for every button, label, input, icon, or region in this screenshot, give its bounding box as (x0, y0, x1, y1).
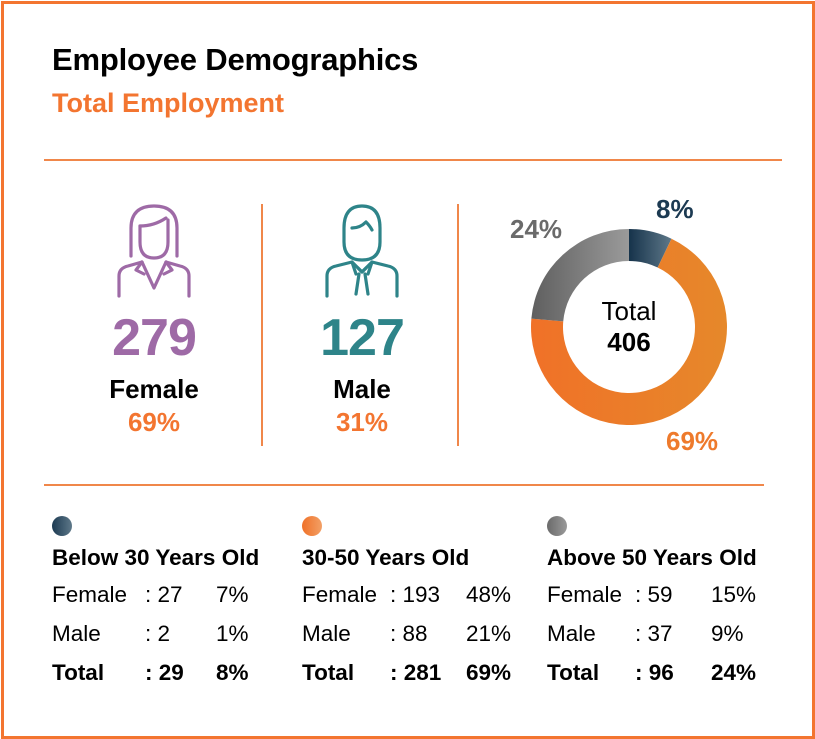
row-value: : 37 (635, 621, 673, 646)
row-percent: 48% (466, 582, 512, 607)
male-person-icon (325, 204, 399, 298)
row-value: : 88 (390, 621, 428, 646)
donut-label-below30: 8% (656, 194, 694, 224)
row-value: : 281 (390, 660, 442, 685)
row-label: Male (52, 621, 101, 646)
female-stat: 279 Female 69% (64, 198, 244, 438)
table-row-male: Male : 37 9% (547, 621, 757, 649)
age-group-title: Below 30 Years Old (52, 545, 260, 570)
age-group-title: Above 50 Years Old (547, 545, 757, 570)
male-stat: 127 Male 31% (272, 198, 452, 438)
legend-dot-30to50 (302, 516, 322, 536)
age-group-below30: Below 30 Years Old Female : 27 7% Male :… (52, 516, 259, 688)
female-label: Female (109, 374, 199, 404)
row-label: Male (302, 621, 351, 646)
donut-center-value: 406 (607, 327, 651, 357)
divider-vertical-1 (261, 204, 263, 446)
page-subtitle: Total Employment (52, 88, 285, 118)
donut-svg (531, 229, 727, 425)
divider-middle (44, 484, 764, 486)
table-row-total: Total : 96 24% (547, 660, 757, 688)
row-percent: 7% (216, 582, 249, 607)
table-row-total: Total : 281 69% (302, 660, 511, 688)
table-row-total: Total : 29 8% (52, 660, 259, 688)
row-percent: 8% (216, 660, 249, 685)
table-row-female: Female : 59 15% (547, 582, 757, 610)
row-percent: 24% (711, 660, 757, 685)
legend-dot-below30 (52, 516, 72, 536)
row-percent: 69% (466, 660, 512, 685)
row-value: : 96 (635, 660, 674, 685)
age-group-title: 30-50 Years Old (302, 545, 470, 570)
age-group-30to50: 30-50 Years Old Female : 193 48% Male : … (302, 516, 511, 688)
male-count: 127 (320, 309, 405, 367)
row-label: Female (302, 582, 378, 607)
page-title: Employee Demographics (52, 42, 419, 77)
donut-label-30to50: 69% (666, 426, 719, 456)
divider-vertical-2 (457, 204, 459, 446)
table-row-male: Male : 2 1% (52, 621, 259, 649)
row-value: : 59 (635, 582, 673, 607)
male-label: Male (333, 374, 391, 404)
row-percent: 21% (466, 621, 512, 646)
donut-slice-above50 (531, 229, 629, 322)
donut-center: Total 406 (569, 296, 689, 358)
row-value: : 193 (390, 582, 441, 607)
row-percent: 9% (711, 621, 744, 646)
row-value: : 27 (145, 582, 183, 607)
female-count: 279 (112, 309, 197, 367)
table-row-male: Male : 88 21% (302, 621, 511, 649)
row-value: : 29 (145, 660, 184, 685)
female-percent: 69% (127, 407, 181, 437)
donut-label-above50: 24% (510, 214, 563, 244)
row-label: Total (52, 660, 105, 685)
row-label: Female (547, 582, 623, 607)
table-row-female: Female : 193 48% (302, 582, 511, 610)
donut-center-label: Total (601, 296, 657, 326)
row-label: Male (547, 621, 596, 646)
divider-top (44, 159, 782, 161)
female-person-icon (117, 204, 191, 298)
row-label: Total (547, 660, 600, 685)
row-percent: 15% (711, 582, 757, 607)
donut-slice-below30 (629, 229, 672, 268)
row-label: Female (52, 582, 128, 607)
male-percent: 31% (335, 407, 389, 437)
age-group-above50: Above 50 Years Old Female : 59 15% Male … (547, 516, 757, 688)
legend-dot-above50 (547, 516, 567, 536)
row-percent: 1% (216, 621, 249, 646)
row-label: Total (302, 660, 355, 685)
table-row-female: Female : 27 7% (52, 582, 259, 610)
age-donut-chart: 8% 69% 24% Total 406 (490, 180, 790, 470)
row-value: : 2 (145, 621, 171, 646)
donut-slice-30to50 (531, 238, 727, 425)
